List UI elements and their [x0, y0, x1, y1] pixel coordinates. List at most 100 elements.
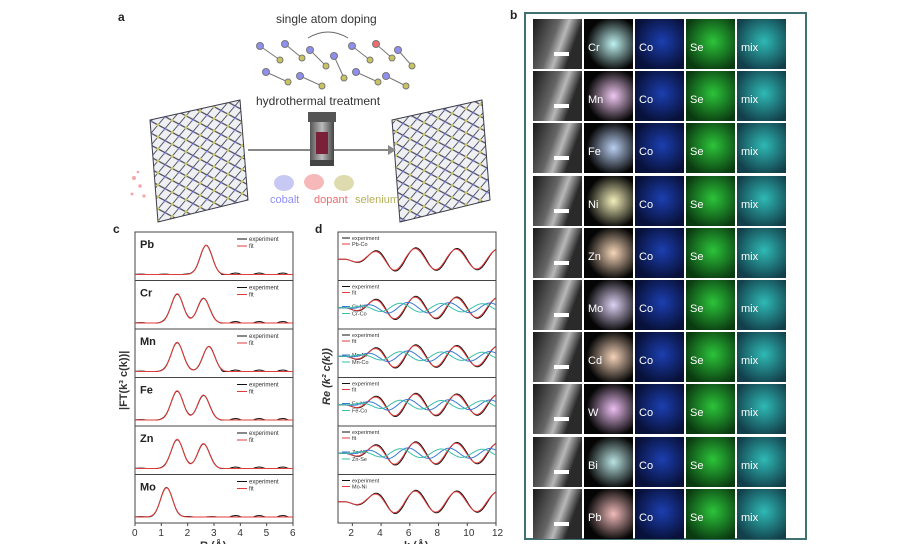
- panel-c-row-Cr: [134, 280, 294, 330]
- mix-map-label: mix: [741, 459, 759, 472]
- selenium-map-label: Se: [690, 511, 704, 524]
- scale-bar: [554, 208, 569, 213]
- legend-experiment: experiment: [249, 383, 279, 389]
- dopant-map-label: W: [588, 407, 599, 420]
- legend-entry: Zn-Se: [352, 457, 367, 463]
- legend-entry: experiment: [352, 285, 380, 291]
- sem-image: [533, 123, 582, 174]
- legend-dopant: dopant: [314, 194, 348, 206]
- single-atom-doping-label: single atom doping: [276, 12, 377, 26]
- cobalt-map: Co: [635, 436, 684, 487]
- scale-bar: [554, 521, 569, 526]
- dopant-map: Cr: [584, 19, 633, 69]
- sem-image: [533, 175, 582, 226]
- scale-bar: [554, 313, 569, 317]
- mix-map-label: mix: [741, 42, 759, 54]
- dopant-map-label: Pb: [588, 511, 602, 524]
- sem-image: [533, 19, 582, 69]
- fit-curve: [135, 293, 293, 324]
- sem-image: [533, 332, 582, 383]
- path1-oscillation: [338, 350, 497, 363]
- schematic-illustration: [130, 31, 491, 223]
- cobalt-map-label: Co: [639, 355, 654, 368]
- path1-oscillation: [338, 301, 497, 314]
- selenium-map: Se: [686, 488, 735, 539]
- panel-c-row-label: Mo: [140, 482, 156, 494]
- x-axis-label: k (Å): [404, 539, 429, 544]
- cobalt-map: Co: [635, 19, 684, 69]
- cobalt-map-label: Co: [639, 407, 654, 420]
- mix-map-label: mix: [741, 250, 759, 263]
- panel-c-letter: c: [113, 222, 120, 236]
- legend-fit: fit: [249, 293, 254, 299]
- selenium-map-label: Se: [690, 198, 704, 211]
- sem-image: [533, 488, 582, 539]
- path2-oscillation: [338, 448, 497, 459]
- selenium-map: Se: [686, 227, 735, 278]
- fit-oscillation: [338, 490, 497, 514]
- selenium-map-label: Se: [690, 250, 704, 263]
- legend-entry: fit: [352, 436, 357, 442]
- scale-bar: [554, 365, 569, 370]
- x-tick-label: 6: [406, 528, 412, 539]
- scale-bar: [554, 156, 569, 161]
- dopant-map-label: Cr: [588, 42, 600, 54]
- path2-oscillation: [338, 351, 497, 362]
- panel-c-row-label: Fe: [140, 385, 153, 397]
- scale-bar: [554, 260, 569, 265]
- x-tick-label: 8: [435, 528, 441, 539]
- molecule-cluster-left: [256, 40, 348, 90]
- dopant-map-label: Mo: [588, 303, 604, 315]
- dopant-map: Mo: [584, 280, 633, 330]
- cobalt-map-label: Co: [639, 198, 654, 211]
- mix-map: mix: [737, 488, 786, 539]
- panel-c-row-label: Cr: [140, 288, 153, 300]
- legend-entry: fit: [352, 388, 357, 394]
- cobalt-map-label: Co: [639, 146, 654, 159]
- selenium-map-label: Se: [690, 94, 704, 107]
- cobalt-map: Co: [635, 488, 684, 539]
- mix-map: mix: [737, 227, 786, 278]
- legend-entry: fit: [352, 291, 357, 297]
- selenium-map: Se: [686, 123, 735, 174]
- fit-curve: [135, 390, 293, 421]
- legend-fit: fit: [249, 390, 254, 396]
- mix-map-label: mix: [741, 94, 759, 107]
- selenium-map: Se: [686, 332, 735, 383]
- legend-entry: Pb-Co: [352, 242, 368, 248]
- fit-curve: [135, 341, 293, 372]
- dopant-map: Mn: [584, 71, 633, 122]
- lattice-slab-right: [391, 99, 491, 223]
- legend-entry: experiment: [352, 236, 380, 242]
- scale-bar: [554, 417, 569, 422]
- x-tick-label: 0: [132, 528, 138, 539]
- dopant-map: Zn: [584, 227, 633, 278]
- mix-map-label: mix: [741, 407, 759, 420]
- dopant-map-label: Mn: [588, 94, 604, 107]
- dopant-map: W: [584, 384, 633, 435]
- legend-experiment: experiment: [249, 431, 279, 437]
- selenium-blob: [334, 175, 354, 191]
- mix-map: mix: [737, 332, 786, 383]
- panel-d-chart: experimentPb-CoexperimentfitCr-NiCr-Coex…: [321, 231, 504, 544]
- legend-entry: Fe-Co: [352, 409, 367, 415]
- legend-selenium: selenium: [355, 194, 400, 206]
- mix-map: mix: [737, 123, 786, 174]
- cobalt-map: Co: [635, 71, 684, 122]
- elemental-mapping-grid: Cr Co Se mix Mn Co Se mix Fe Co Se mix Ni Co Se mix Zn Co…: [524, 12, 807, 540]
- hydrothermal-treatment-label: hydrothermal treatment: [256, 94, 381, 108]
- legend-fit: fit: [249, 438, 254, 444]
- scale-bar: [554, 469, 569, 474]
- sem-image: [533, 227, 582, 278]
- dopant-map: Fe: [584, 123, 633, 174]
- selenium-map: Se: [686, 280, 735, 330]
- legend-cobalt: cobalt: [270, 194, 300, 206]
- cobalt-map-label: Co: [639, 303, 654, 315]
- doping-arrow: [307, 31, 349, 39]
- selenium-map-label: Se: [690, 407, 704, 420]
- selenium-map-label: Se: [690, 355, 704, 368]
- selenium-map: Se: [686, 175, 735, 226]
- mix-map-label: mix: [741, 355, 759, 368]
- legend-entry: Mn-Co: [352, 360, 369, 366]
